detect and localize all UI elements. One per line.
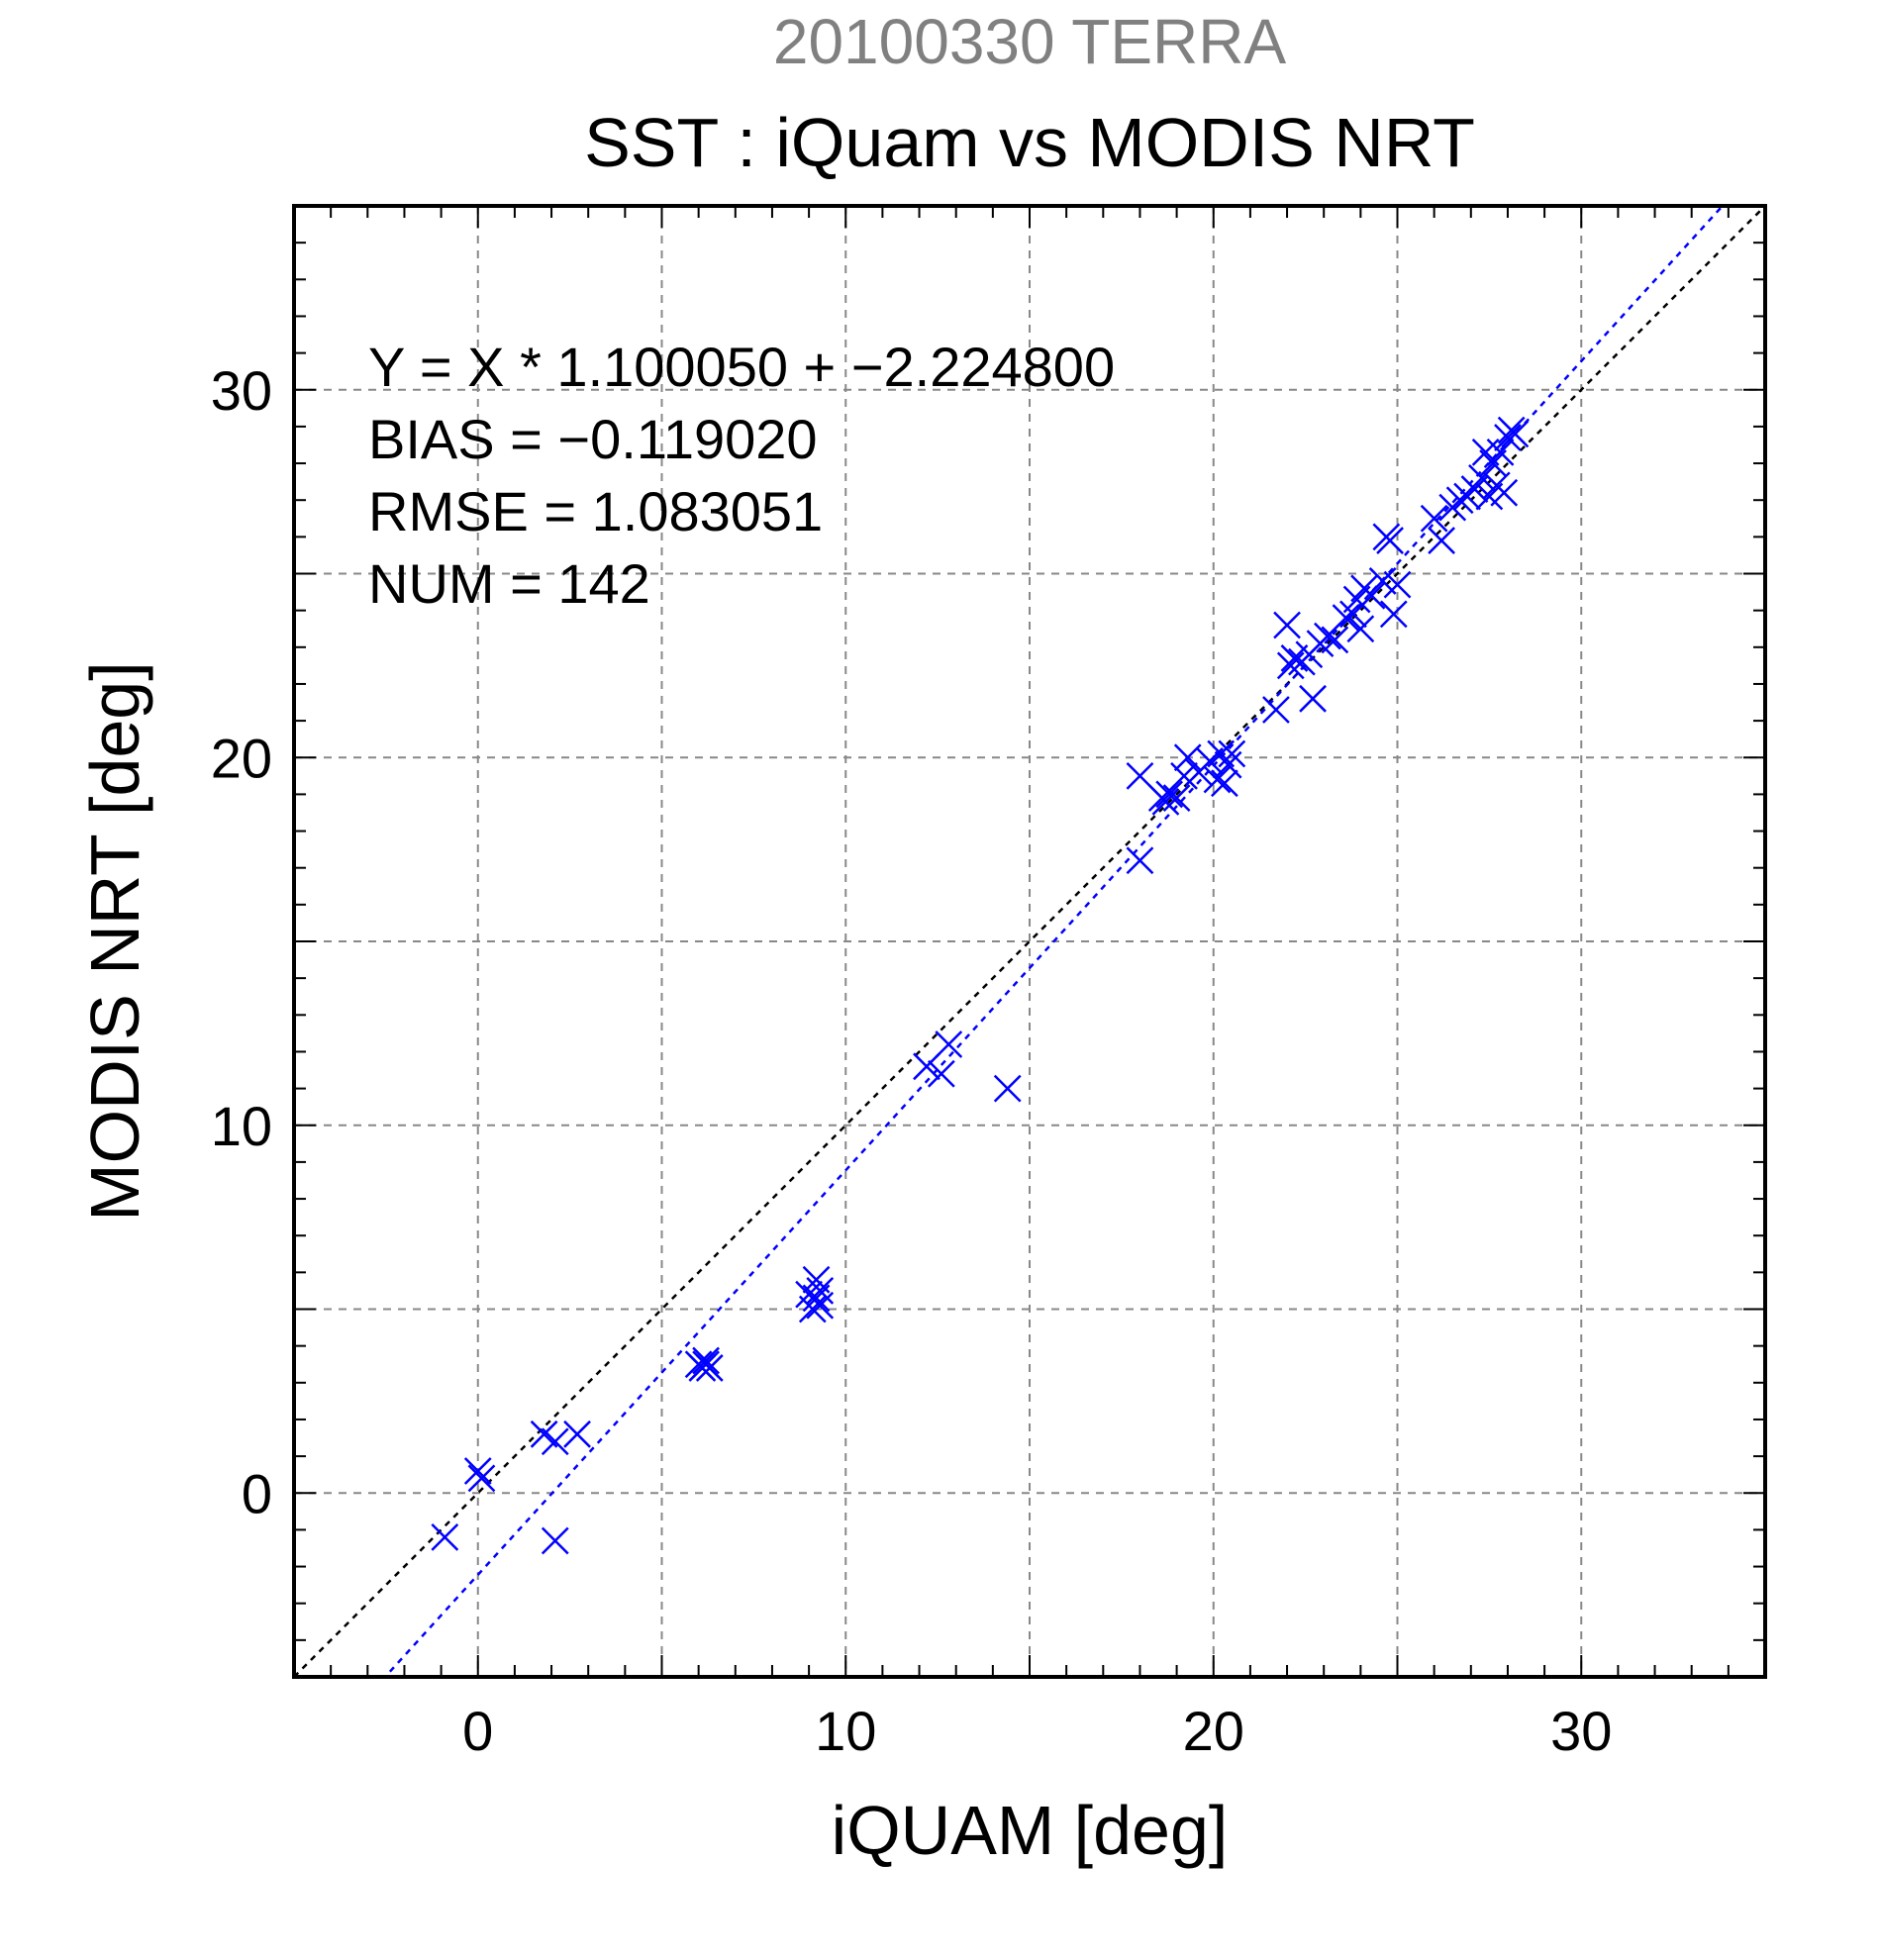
y-tick-labels: 0 10 20 30: [211, 359, 272, 1525]
x-tick-label: 30: [1550, 1700, 1612, 1762]
data-point: [1214, 750, 1242, 779]
data-points: [431, 416, 1530, 1555]
data-point: [1211, 769, 1238, 798]
data-point: [1383, 570, 1412, 599]
data-point: [927, 1059, 955, 1088]
plot-frame: [292, 204, 1767, 1679]
data-point: [1420, 504, 1448, 533]
data-point: [913, 1052, 940, 1081]
data-point: [541, 1427, 569, 1456]
y-axis-label: MODIS NRT [deg]: [76, 661, 153, 1221]
data-point: [1203, 765, 1232, 794]
x-tick-label: 20: [1183, 1700, 1244, 1762]
y-tick-label: 30: [211, 359, 272, 422]
x-tick-label: 10: [815, 1700, 876, 1762]
data-point: [1126, 846, 1154, 875]
data-point: [993, 1074, 1022, 1103]
data-point: [1173, 743, 1202, 772]
data-point: [1126, 761, 1154, 790]
data-point: [1276, 651, 1305, 680]
y-tick-label: 10: [211, 1095, 272, 1157]
data-point: [1155, 780, 1184, 809]
data-point: [695, 1354, 724, 1382]
data-point: [1151, 787, 1180, 816]
data-point: [1299, 684, 1327, 713]
y-tick-label: 0: [242, 1462, 272, 1524]
data-point: [935, 1030, 963, 1058]
data-point: [798, 1295, 827, 1323]
data-point: [1262, 696, 1290, 724]
data-point: [431, 1522, 459, 1551]
chart-title: SST : iQuam vs MODIS NRT: [584, 104, 1475, 181]
chart-suptitle: 20100330 TERRA: [773, 6, 1287, 77]
identity-line: [294, 206, 1765, 1677]
data-point: [802, 1284, 831, 1313]
data-point: [1428, 527, 1455, 554]
stats-line: NUM = 142: [368, 552, 650, 615]
data-point: [463, 1457, 492, 1485]
plot-area: [294, 206, 1765, 1677]
data-point: [541, 1526, 569, 1555]
y-tick-label: 20: [211, 727, 272, 789]
data-point: [1445, 486, 1474, 515]
data-point: [1501, 420, 1530, 448]
grid: [294, 206, 1765, 1677]
data-point: [1162, 784, 1191, 812]
data-point: [563, 1420, 591, 1448]
data-point: [1321, 626, 1349, 654]
x-tick-labels: 0 10 20 30: [462, 1700, 1612, 1762]
data-point: [1490, 478, 1519, 507]
x-tick-label: 0: [462, 1700, 493, 1762]
stats-line: Y = X * 1.100050 + −2.224800: [368, 336, 1115, 398]
x-axis-label: iQUAM [deg]: [832, 1792, 1229, 1869]
data-point: [806, 1291, 835, 1320]
data-point: [1273, 611, 1301, 639]
stats-line: RMSE = 1.083051: [368, 480, 823, 542]
data-point: [1379, 600, 1408, 629]
data-point: [1468, 464, 1496, 492]
data-point: [1332, 604, 1360, 632]
stats-block: Y = X * 1.100050 + −2.224800 BIAS = −0.11…: [368, 336, 1115, 615]
data-point: [1494, 424, 1522, 451]
data-point: [1346, 615, 1375, 643]
data-point: [1357, 581, 1386, 610]
stats-line: BIAS = −0.119020: [368, 408, 818, 470]
data-point: [1376, 527, 1404, 554]
data-point: [1486, 439, 1515, 466]
data-point: [467, 1464, 496, 1493]
data-point: [1218, 739, 1246, 768]
data-point: [806, 1277, 835, 1305]
data-point: [692, 1346, 720, 1375]
